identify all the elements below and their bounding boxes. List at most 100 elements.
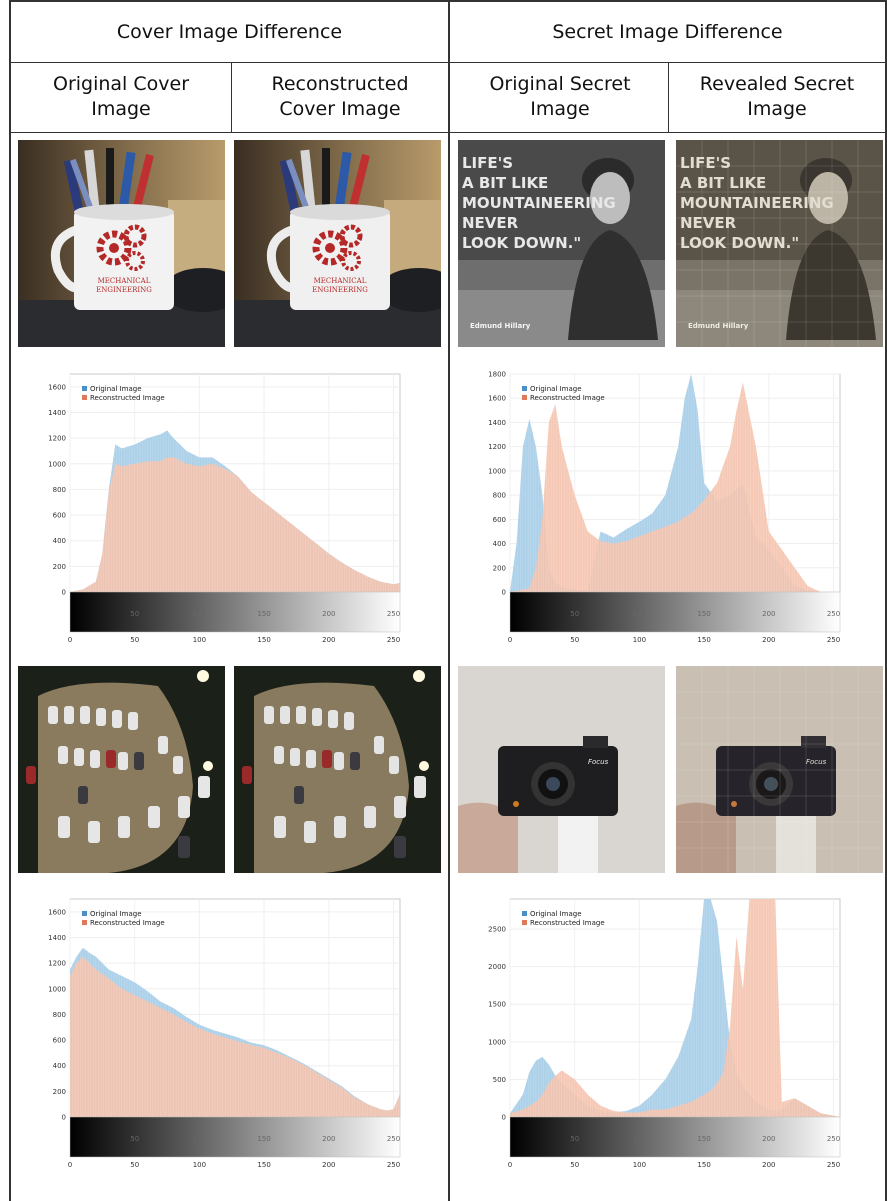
y-tick-label: 1400 xyxy=(488,419,506,427)
intensity-gradient-bar xyxy=(509,1116,841,1158)
y-tick-label: 0 xyxy=(502,589,506,597)
x-tick-label: 0 xyxy=(68,1161,72,1169)
border-right xyxy=(885,0,887,1201)
svg-text:Focus: Focus xyxy=(588,758,609,766)
svg-text:LIFE'S: LIFE'S xyxy=(680,154,731,172)
svg-text:MECHANICAL: MECHANICAL xyxy=(314,277,367,285)
legend-label: Original Image xyxy=(530,910,582,918)
y-tick-label: 800 xyxy=(53,486,66,494)
legend-label: Reconstructed Image xyxy=(90,394,165,402)
y-tick-label: 400 xyxy=(493,540,506,548)
x-tick-label: 0 xyxy=(508,636,512,644)
svg-text:ENGINEERING: ENGINEERING xyxy=(96,286,152,294)
x-tick-label: 0 xyxy=(508,1161,512,1169)
svg-text:MOUNTAINEERING: MOUNTAINEERING xyxy=(680,194,834,212)
gradient-tick-label: 50 xyxy=(570,610,579,618)
gradient-tick-label: 200 xyxy=(322,610,335,618)
gradient-tick-label: 200 xyxy=(762,1135,775,1143)
gradient-tick-label: 100 xyxy=(633,1135,646,1143)
subheader-row-line xyxy=(9,132,887,133)
x-tick-label: 0 xyxy=(68,636,72,644)
x-tick-label: 100 xyxy=(633,636,646,644)
gradient-tick-label: 150 xyxy=(257,1135,270,1143)
series-area-reconstructed xyxy=(70,956,400,1117)
svg-text:MOUNTAINEERING: MOUNTAINEERING xyxy=(462,194,616,212)
legend-label: Original Image xyxy=(90,910,142,918)
legend-swatch xyxy=(522,395,527,400)
border-left xyxy=(9,0,11,1201)
svg-text:Edmund Hillary: Edmund Hillary xyxy=(470,322,531,330)
legend-swatch xyxy=(82,920,87,925)
x-tick-label: 50 xyxy=(570,1161,579,1169)
x-tick-label: 250 xyxy=(827,636,840,644)
y-tick-label: 1400 xyxy=(48,934,66,942)
x-tick-label: 200 xyxy=(322,636,335,644)
y-tick-label: 1000 xyxy=(488,1038,506,1046)
y-tick-label: 1000 xyxy=(48,460,66,468)
intensity-gradient-bar xyxy=(69,591,401,633)
original-cover-image-2 xyxy=(18,666,225,873)
y-tick-label: 2500 xyxy=(488,926,506,934)
y-tick-label: 200 xyxy=(493,564,506,572)
y-tick-label: 1000 xyxy=(48,985,66,993)
x-tick-label: 150 xyxy=(257,1161,270,1169)
x-tick-label: 200 xyxy=(762,636,775,644)
y-tick-label: 200 xyxy=(53,1088,66,1096)
center-divider xyxy=(448,0,450,1201)
legend-swatch xyxy=(82,911,87,916)
gradient-tick-label: 250 xyxy=(827,1135,840,1143)
x-tick-label: 250 xyxy=(387,1161,400,1169)
reconstructed-cover-header: Reconstructed Cover Image xyxy=(271,73,409,120)
svg-text:Edmund Hillary: Edmund Hillary xyxy=(688,322,749,330)
y-tick-label: 800 xyxy=(493,492,506,500)
x-tick-label: 50 xyxy=(130,636,139,644)
x-tick-label: 150 xyxy=(697,636,710,644)
x-tick-label: 50 xyxy=(570,636,579,644)
legend-label: Reconstructed Image xyxy=(530,919,605,927)
intensity-gradient-bar xyxy=(509,591,841,633)
svg-text:MECHANICAL: MECHANICAL xyxy=(98,277,151,285)
y-tick-label: 1500 xyxy=(488,1001,506,1009)
gradient-tick-label: 100 xyxy=(193,1135,206,1143)
legend-swatch xyxy=(522,386,527,391)
y-tick-label: 600 xyxy=(53,512,66,520)
x-tick-label: 250 xyxy=(827,1161,840,1169)
revealed-secret-header: Revealed Secret Image xyxy=(699,73,855,120)
y-tick-label: 1400 xyxy=(48,409,66,417)
legend-swatch xyxy=(82,386,87,391)
y-tick-label: 0 xyxy=(62,589,66,597)
gradient-tick-label: 250 xyxy=(387,1135,400,1143)
series-area-reconstructed xyxy=(510,382,840,592)
svg-text:NEVER: NEVER xyxy=(462,214,519,232)
y-tick-label: 500 xyxy=(493,1076,506,1084)
x-tick-label: 150 xyxy=(697,1161,710,1169)
series-area-reconstructed xyxy=(510,899,840,1117)
original-cover-image-1: MECHANICAL ENGINEERING xyxy=(18,140,225,347)
gradient-tick-label: 150 xyxy=(697,610,710,618)
legend-label: Original Image xyxy=(530,385,582,393)
x-tick-label: 50 xyxy=(130,1161,139,1169)
svg-text:NEVER: NEVER xyxy=(680,214,737,232)
y-tick-label: 400 xyxy=(53,537,66,545)
svg-text:LOOK DOWN.": LOOK DOWN." xyxy=(680,234,799,252)
gradient-tick-label: 250 xyxy=(827,610,840,618)
series-area-reconstructed xyxy=(70,457,400,592)
gradient-tick-label: 150 xyxy=(257,610,270,618)
gradient-tick-label: 200 xyxy=(762,610,775,618)
svg-text:ENGINEERING: ENGINEERING xyxy=(312,286,368,294)
x-tick-label: 100 xyxy=(193,1161,206,1169)
header-row-line xyxy=(9,62,887,63)
svg-text:A BIT LIKE: A BIT LIKE xyxy=(462,174,548,192)
y-tick-label: 600 xyxy=(53,1037,66,1045)
original-cover-header: Original Cover Image xyxy=(52,73,190,120)
gradient-tick-label: 250 xyxy=(387,610,400,618)
legend-swatch xyxy=(522,911,527,916)
y-tick-label: 600 xyxy=(493,516,506,524)
reconstructed-cover-image-2 xyxy=(234,666,441,873)
gradient-tick-label: 50 xyxy=(130,610,139,618)
x-tick-label: 250 xyxy=(387,636,400,644)
original-secret-header: Original Secret Image xyxy=(489,73,631,120)
